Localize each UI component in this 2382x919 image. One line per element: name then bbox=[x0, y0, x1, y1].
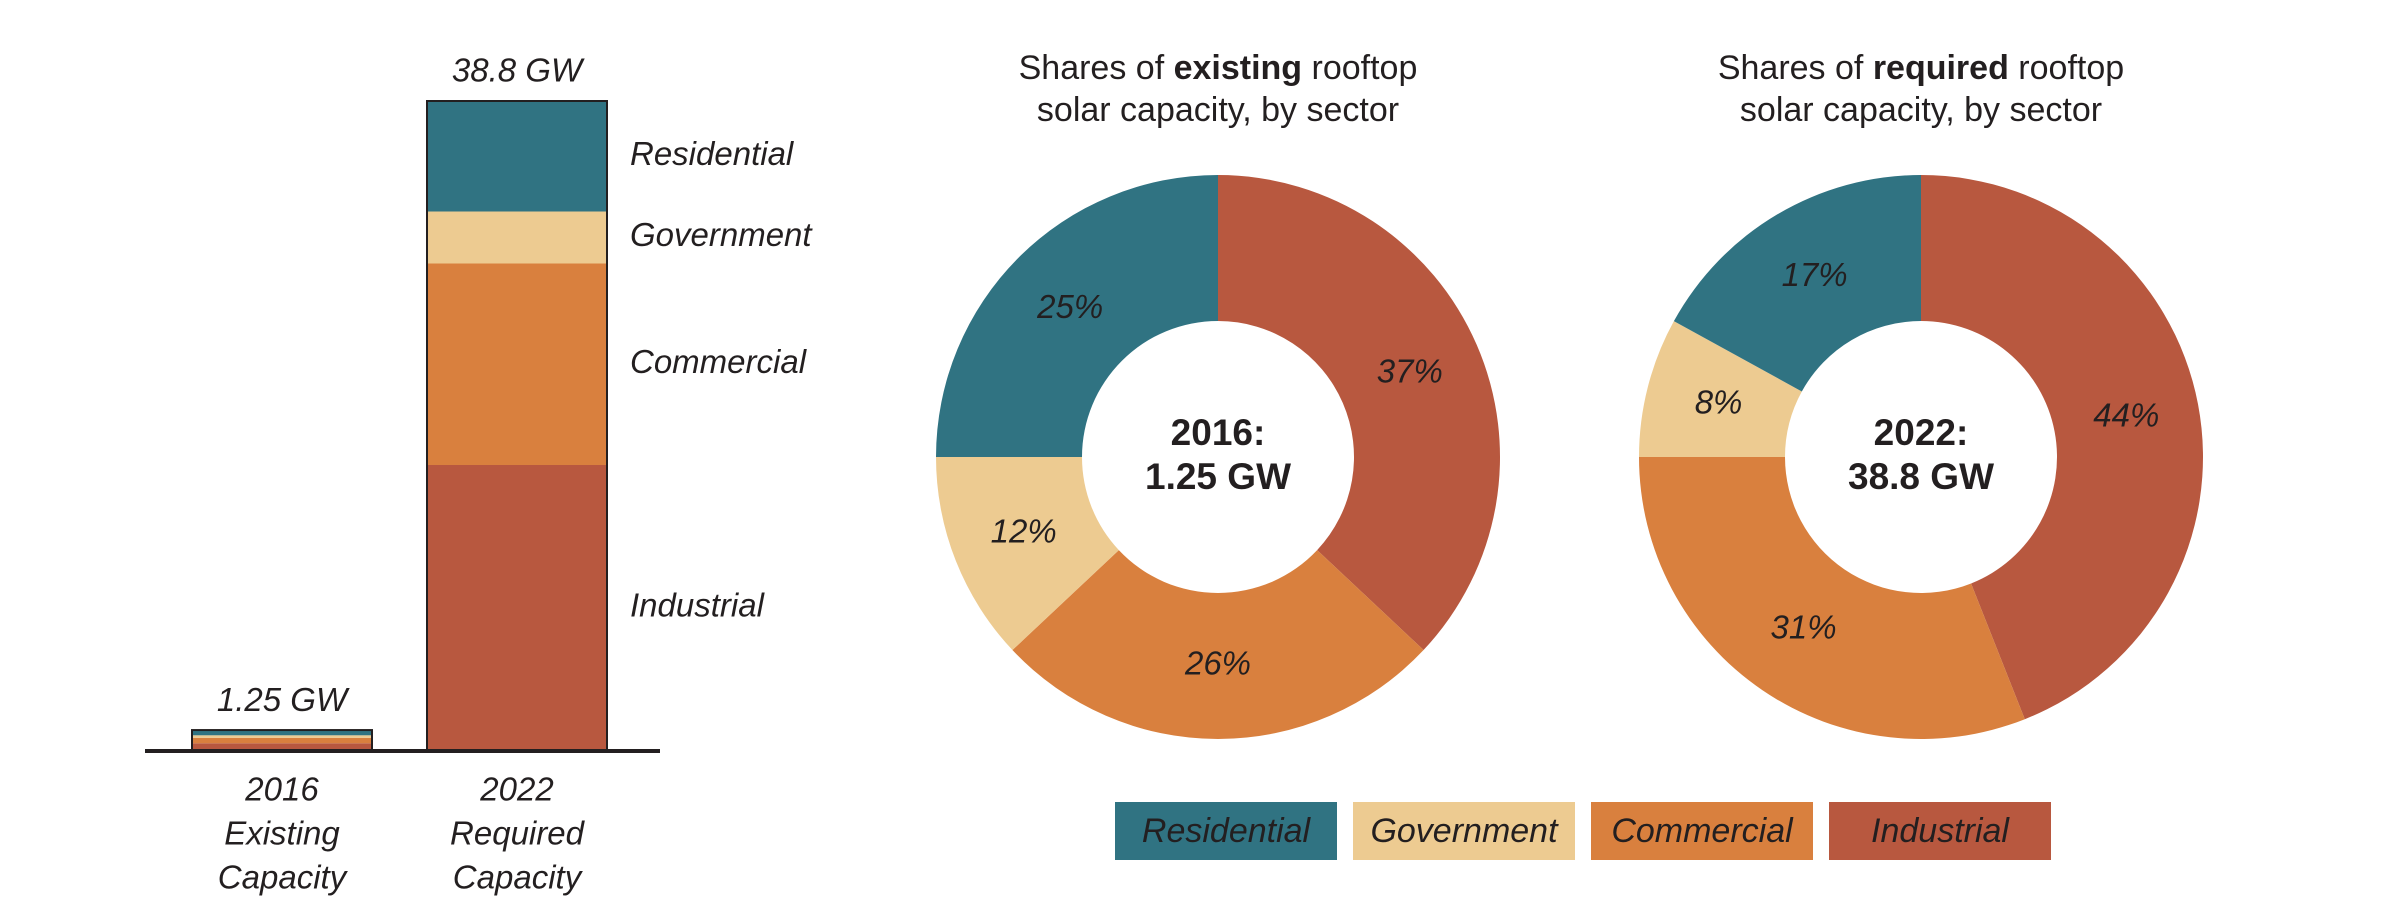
bar-segment-commercial-2016 bbox=[192, 737, 372, 744]
x-tick-label: Capacity bbox=[218, 859, 349, 896]
bar-total-label: 1.25 GW bbox=[217, 681, 350, 718]
bar-segment-government-2016 bbox=[192, 735, 372, 738]
donut-center-year: 2016: bbox=[1171, 412, 1266, 453]
donut-title-line2: solar capacity, by sector bbox=[1037, 91, 1399, 129]
donut-title-part: Shares of bbox=[1718, 49, 1873, 87]
x-tick-label: Required bbox=[450, 815, 586, 852]
series-label-commercial: Commercial bbox=[630, 343, 808, 380]
legend-item-industrial: Industrial bbox=[1829, 802, 2051, 860]
donut-slice-industrial bbox=[1921, 175, 2203, 720]
donut-slice-government bbox=[1639, 321, 1802, 457]
donut-title-line1: Shares of required rooftop bbox=[1718, 49, 2124, 87]
donut-center-year: 2022: bbox=[1874, 412, 1969, 453]
slice-label-commercial: 31% bbox=[1770, 609, 1836, 646]
bar-segment-government-2022 bbox=[427, 211, 607, 264]
donut-title-part: rooftop bbox=[2009, 49, 2124, 87]
donut-center-total: 1.25 GW bbox=[1145, 456, 1291, 497]
legend: Residential Government Commercial Industria… bbox=[1115, 802, 2051, 860]
legend-item-commercial: Commercial bbox=[1591, 802, 1813, 860]
donut-slice-commercial bbox=[1012, 550, 1424, 740]
series-label-residential: Residential bbox=[630, 135, 795, 172]
donut-title-line1: Shares of existing rooftop bbox=[1019, 49, 1418, 87]
x-tick-label: 2022 bbox=[479, 771, 553, 808]
donut-title-part: required bbox=[1873, 49, 2009, 87]
slice-label-government: 8% bbox=[1695, 384, 1743, 421]
donut-slice-commercial bbox=[1639, 457, 2025, 739]
bar-segment-residential-2016 bbox=[192, 730, 372, 736]
bar-segment-residential-2022 bbox=[427, 101, 607, 212]
donut-center-total: 38.8 GW bbox=[1848, 456, 1994, 497]
bar-total-label: 38.8 GW bbox=[452, 52, 585, 89]
bar-segment-commercial-2022 bbox=[427, 263, 607, 465]
slice-label-residential: 25% bbox=[1036, 288, 1103, 325]
slice-label-industrial: 44% bbox=[2093, 397, 2159, 434]
x-tick-label: 2016 bbox=[244, 771, 319, 808]
slice-label-government: 12% bbox=[991, 513, 1057, 550]
bar-segment-industrial-2016 bbox=[192, 743, 372, 751]
donut-title-part: Shares of bbox=[1019, 49, 1174, 87]
donut-slice-industrial bbox=[1218, 175, 1501, 651]
x-tick-label: Existing bbox=[224, 815, 340, 852]
donut-slice-residential bbox=[1673, 175, 1921, 392]
series-label-government: Government bbox=[630, 216, 813, 253]
donut-slice-government bbox=[936, 457, 1119, 651]
donut-slice-residential bbox=[936, 175, 1218, 457]
bar-segment-industrial-2022 bbox=[427, 465, 607, 751]
donut-title-part: rooftop bbox=[1302, 49, 1417, 87]
series-label-industrial: Industrial bbox=[630, 587, 766, 624]
legend-item-residential: Residential bbox=[1115, 802, 1337, 860]
donut-title-part: existing bbox=[1174, 49, 1302, 87]
slice-label-industrial: 37% bbox=[1377, 353, 1443, 390]
slice-label-residential: 17% bbox=[1782, 256, 1848, 293]
slice-label-commercial: 26% bbox=[1184, 645, 1251, 682]
legend-item-government: Government bbox=[1353, 802, 1575, 860]
donut-title-line2: solar capacity, by sector bbox=[1740, 91, 2102, 129]
x-tick-label: Capacity bbox=[453, 859, 584, 896]
